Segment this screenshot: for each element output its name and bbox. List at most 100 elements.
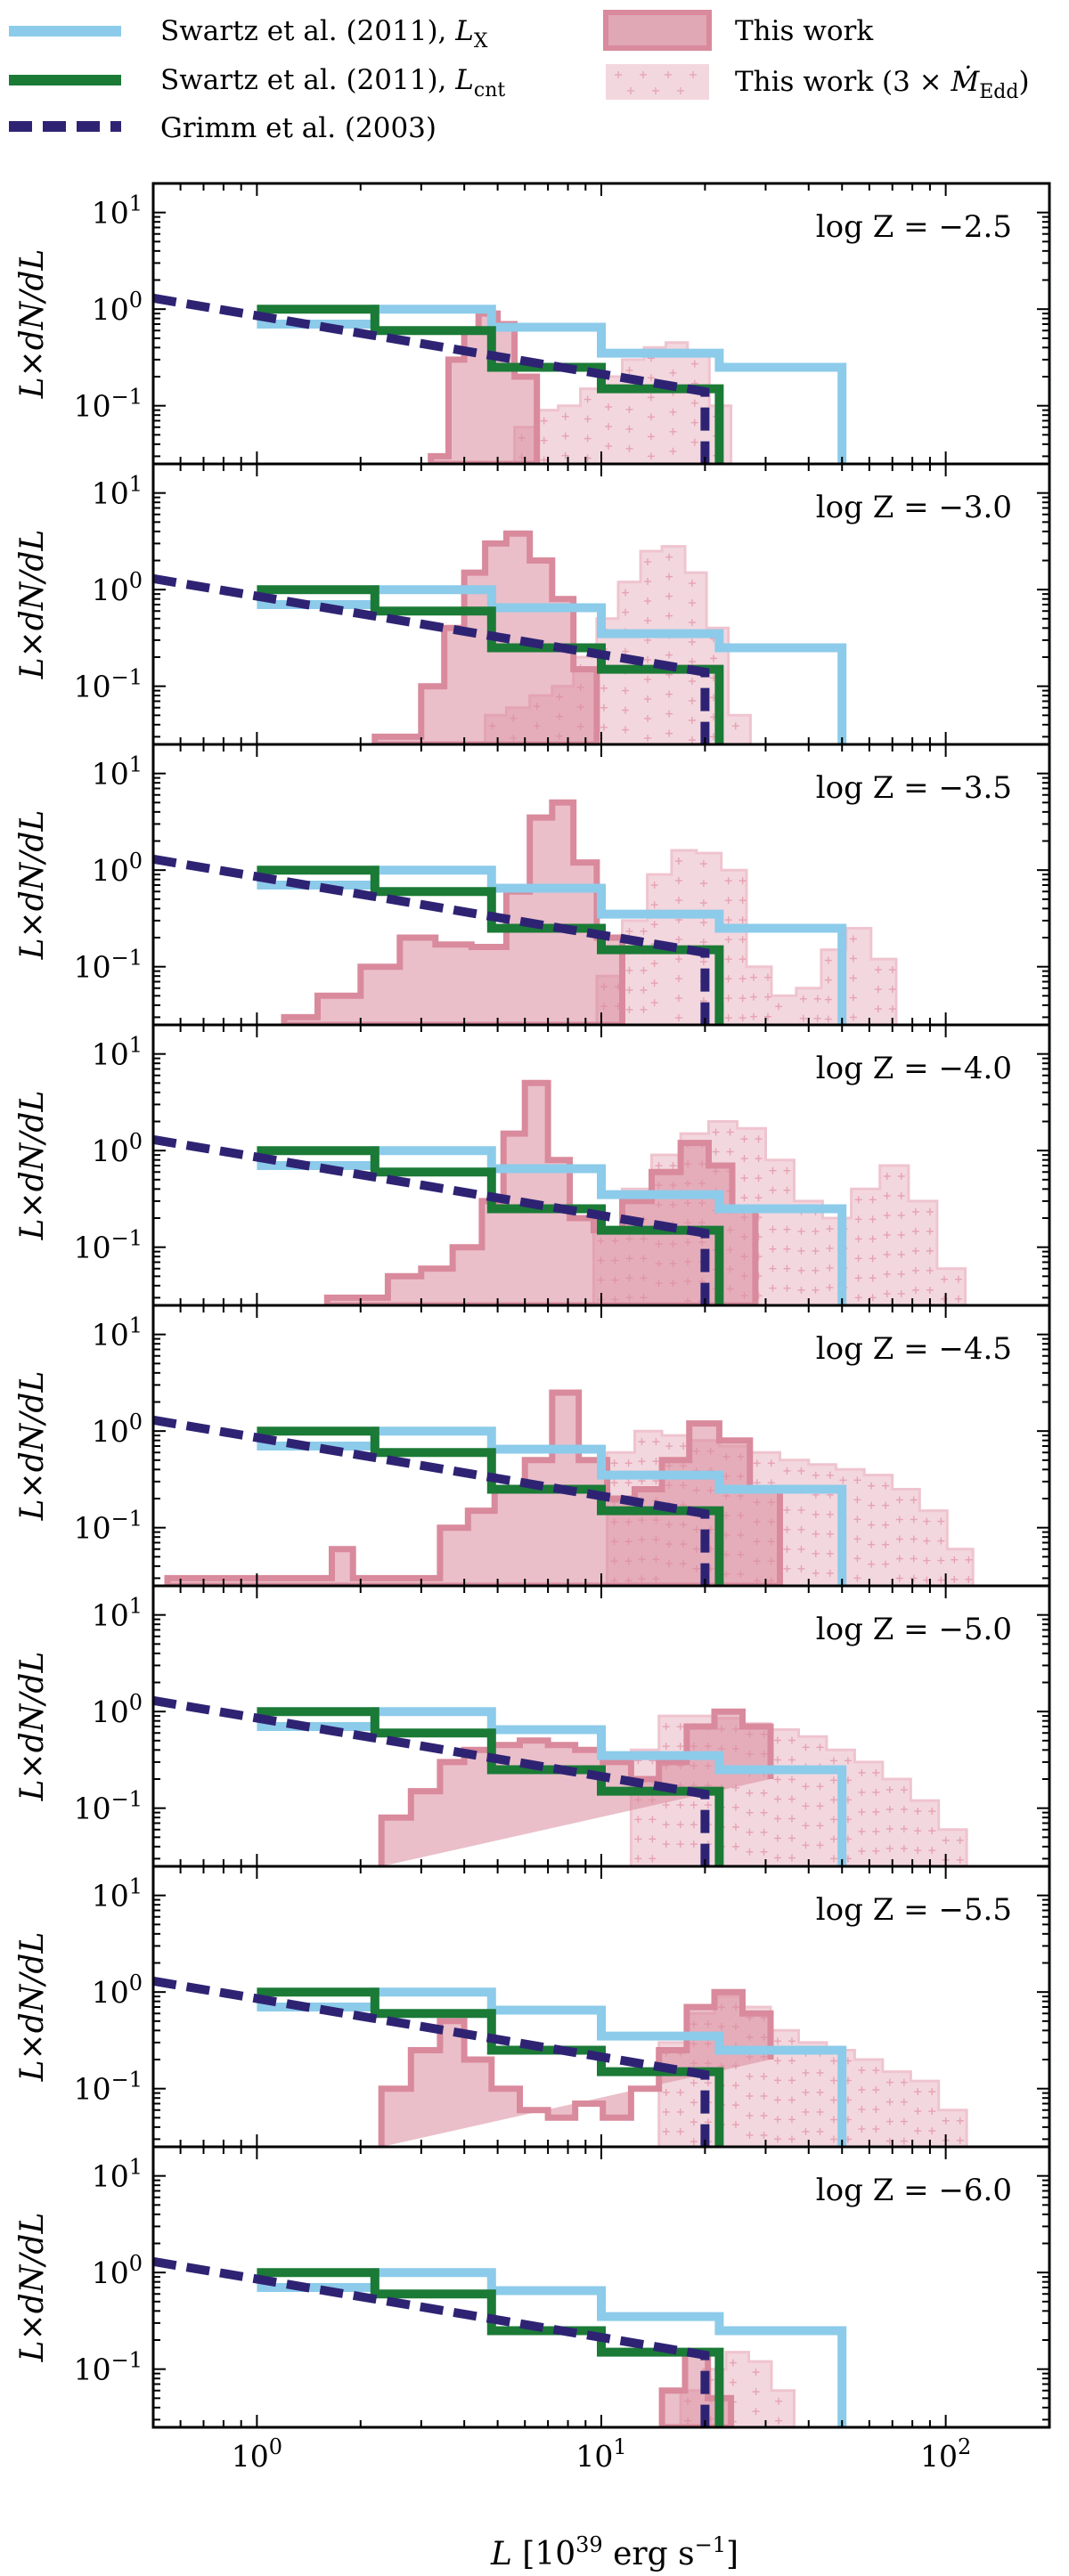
work3-hatch (858, 2067, 880, 2133)
work3-hatch (752, 2369, 760, 2416)
grimm-line (153, 854, 710, 1025)
work3-hatch (854, 1196, 877, 1302)
y-axis-label: L×dN/dL (14, 530, 51, 680)
work3-hatch (773, 1736, 796, 1862)
y-axis-label: L×dN/dL (14, 1652, 51, 1802)
y-tick-label: 100 (92, 1410, 143, 1449)
swartz-lcnt-line (257, 585, 724, 744)
work3-hatch (540, 417, 548, 464)
legend-label-work3: This work (3 × ṀEdd) (735, 64, 1030, 103)
y-ticks (153, 744, 1049, 1019)
legend-label-grimm: Grimm et al. (2003) (160, 112, 437, 144)
work3-hatch (799, 995, 821, 1022)
work3-hatch (583, 395, 592, 462)
panel-title: log Z = −2.5 (816, 209, 1012, 245)
work3-hatch (849, 935, 857, 1021)
panel-title: log Z = −6.0 (816, 2173, 1012, 2208)
panel-plot-area (153, 530, 847, 744)
swartz-lcnt-line (257, 865, 724, 1025)
x-tick-label: 102 (920, 2434, 971, 2474)
work3-histogram (595, 849, 898, 1025)
y-tick-label: 10−1 (74, 665, 143, 704)
y-tick-label: 101 (92, 2155, 143, 2194)
x-ticks (152, 1866, 1050, 2147)
work3-hatch (895, 1496, 918, 1582)
grimm-line (153, 1134, 710, 1305)
panel-6: 10−1 100 101 L×dN/dL log Z = −5.0 (14, 1584, 1051, 1868)
work3-hatch (749, 973, 771, 1020)
y-tick-label: 10−1 (74, 946, 143, 985)
work3-hatch (914, 2088, 936, 2135)
grimm-line (153, 1976, 710, 2147)
y-tick-label: 100 (92, 1971, 143, 2010)
panel-title: log Z = −3.0 (816, 490, 1012, 525)
y-ticks (153, 183, 1049, 458)
grimm-line (153, 2256, 710, 2427)
work3-histogram (513, 341, 733, 464)
work3-hatch (690, 360, 698, 446)
y-tick-label: 10−1 (74, 1226, 143, 1265)
work3-hatch (885, 1786, 908, 1853)
y-axis-label: L×dN/dL (14, 1091, 51, 1241)
panel-plot-area (153, 1389, 975, 1586)
grimm-line (153, 1695, 710, 1866)
y-tick-label: 100 (92, 849, 143, 888)
y-axis-label: L×dN/dL (14, 810, 51, 961)
y-tick-label: 101 (92, 191, 143, 231)
work3-hatch (951, 1556, 973, 1583)
x-tick-label: 100 (232, 2434, 282, 2474)
y-tick-label: 101 (92, 1874, 143, 1914)
work3-hatch (724, 877, 747, 1022)
swartz-lcnt-line (257, 1426, 724, 1586)
y-tick-label: 101 (92, 752, 143, 792)
work3-hatch (874, 966, 896, 1013)
panel-plot-area (153, 799, 898, 1025)
y-tick-label: 10−1 (74, 1787, 143, 1826)
legend-label-work: This work (735, 15, 873, 47)
x-ticks (152, 2147, 1050, 2427)
work-histogram (378, 1708, 774, 1866)
work-histogram (281, 799, 625, 1025)
work-histogram (371, 530, 600, 744)
work3-hatch (911, 1207, 934, 1294)
legend-swatch-work3-hatch (615, 71, 697, 94)
work3-hatch (773, 2037, 796, 2143)
work3-hatch (647, 354, 655, 460)
work3-hatch (923, 1517, 945, 1584)
panel-title: log Z = −3.5 (816, 770, 1012, 806)
legend-swatch-work3 (606, 64, 709, 100)
swartz-lcnt-line (257, 1707, 724, 1866)
panel-5: 10−1 100 101 L×dN/dL log Z = −4.5 (14, 1304, 1051, 1588)
swartz-lcnt-line (257, 2268, 724, 2427)
y-tick-label: 10−1 (74, 385, 143, 424)
panel-title: log Z = −4.0 (816, 1051, 1012, 1086)
panels: 10−1 100 101 L×dN/dL log Z = −2.5 10−1 100 101 L… (14, 182, 1051, 2474)
y-tick-label: 100 (92, 288, 143, 327)
x-ticks (152, 1305, 1050, 1586)
y-tick-label: 101 (92, 472, 143, 511)
legend: Swartz et al. (2011), LX Swartz et al. (… (9, 10, 1030, 144)
grimm-line (153, 293, 710, 464)
legend-label-lcnt: Swartz et al. (2011), Lcnt (160, 64, 505, 102)
work3-hatch (775, 2397, 783, 2425)
panel-plot-area (153, 1079, 967, 1305)
swartz-lcnt-line (257, 1987, 724, 2147)
work-histogram (164, 1389, 783, 1586)
work3-hatch (883, 1172, 905, 1297)
work-histogram (323, 1079, 759, 1305)
work3-hatch (561, 412, 569, 459)
work3-hatch (775, 1003, 783, 1011)
y-axis-label: L×dN/dL (14, 249, 51, 400)
panel-title: log Z = −5.0 (816, 1612, 1012, 1647)
panel-plot-area (153, 1976, 968, 2147)
y-tick-label: 100 (92, 1129, 143, 1168)
panel-7: 10−1 100 101 L×dN/dL log Z = −5.5 (14, 1865, 1051, 2149)
work3-hatch (731, 722, 739, 730)
swartz-lcnt-line (257, 305, 724, 464)
work3-hatch (783, 1467, 805, 1572)
y-ticks (153, 463, 1049, 738)
y-ticks (153, 1865, 1049, 2141)
y-tick-label: 101 (92, 1033, 143, 1072)
work3-hatch (858, 1768, 880, 1855)
